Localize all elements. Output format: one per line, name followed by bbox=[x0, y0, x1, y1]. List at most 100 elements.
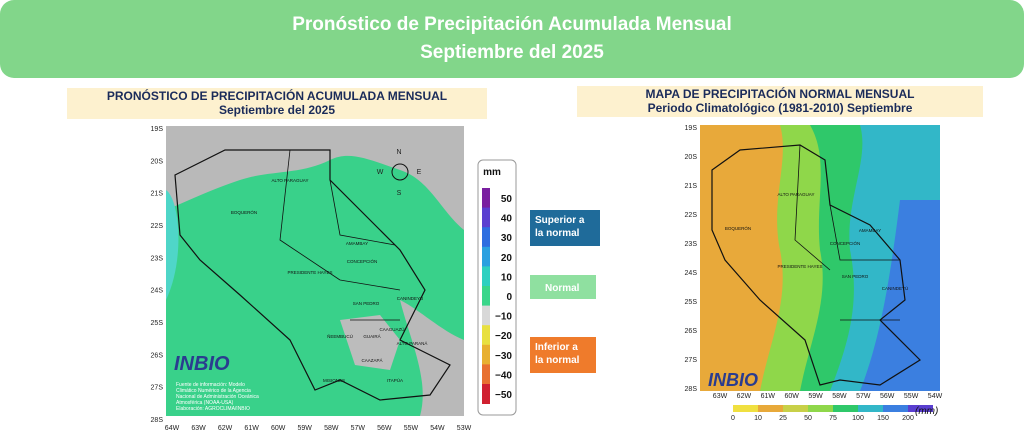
source-text: Atmosférica (NOAA-USA) bbox=[176, 400, 234, 406]
region-label: PRESIDENTE HAYES bbox=[778, 264, 823, 269]
legend-label: Normal bbox=[545, 283, 580, 294]
colorbar-swatch bbox=[758, 405, 783, 412]
legend-label: Superior a la normal bbox=[535, 215, 585, 239]
colorbar-swatch bbox=[482, 227, 490, 248]
source-text: Fuente de información: Modelo bbox=[176, 382, 245, 388]
lat-label: 24S bbox=[151, 288, 164, 295]
normal-map bbox=[700, 125, 940, 391]
header-bar bbox=[0, 0, 1024, 78]
lat-label: 24S bbox=[685, 270, 698, 277]
lon-label: 56W bbox=[377, 425, 392, 432]
colorbar-swatch bbox=[858, 405, 883, 412]
colorbar-label: 40 bbox=[501, 214, 513, 225]
colorbar-label: 50 bbox=[501, 194, 513, 205]
colorbar-swatch bbox=[482, 325, 490, 346]
logo: INBIO bbox=[708, 370, 758, 390]
colorbar-label: 200 bbox=[902, 415, 914, 422]
region-label: ALTO PARAGUAY bbox=[778, 192, 815, 197]
panel-title: PRONÓSTICO DE PRECIPITACIÓN ACUMULADA ME… bbox=[107, 88, 447, 103]
colorbar-swatch bbox=[833, 405, 858, 412]
compass-label: S bbox=[397, 190, 402, 197]
lon-label: 63W bbox=[191, 425, 206, 432]
lon-label: 62W bbox=[218, 425, 233, 432]
region-label: BOQUERÓN bbox=[725, 225, 751, 231]
forecast-map bbox=[166, 126, 464, 416]
lat-label: 23S bbox=[151, 255, 164, 262]
lon-label: 56W bbox=[880, 393, 895, 400]
panel-title-box bbox=[67, 88, 487, 119]
colorbar-label: 25 bbox=[779, 415, 787, 422]
region-label: CONCEPCIÓN bbox=[347, 258, 378, 264]
colorbar-label: 10 bbox=[754, 415, 762, 422]
colorbar-swatch bbox=[883, 405, 908, 412]
lon-label: 54W bbox=[430, 425, 445, 432]
region-label: CANINDEYÚ bbox=[397, 295, 424, 301]
lon-label: 60W bbox=[784, 393, 799, 400]
lat-label: 27S bbox=[151, 385, 164, 392]
colorbar-label: 20 bbox=[501, 253, 513, 264]
region-label: CAAGUAZÚ bbox=[379, 326, 404, 332]
panel-title-box bbox=[577, 86, 983, 117]
lat-label: 23S bbox=[685, 241, 698, 248]
colorbar-label: 10 bbox=[501, 272, 513, 283]
colorbar-swatch bbox=[482, 207, 490, 228]
source-text: Climático Numérico de la Agencia bbox=[176, 388, 251, 394]
colorbar-label: 0 bbox=[506, 292, 512, 303]
colorbar-label: −30 bbox=[495, 351, 512, 362]
lon-label: 59W bbox=[808, 393, 823, 400]
colorbar-swatch bbox=[482, 305, 490, 326]
lat-label: 19S bbox=[151, 126, 164, 133]
lat-label: 21S bbox=[685, 183, 698, 190]
compass-label: W bbox=[377, 169, 384, 176]
region-label: ITAPÚA bbox=[387, 377, 403, 383]
colorbar-unit: (mm) bbox=[915, 406, 938, 417]
colorbar-swatch bbox=[783, 405, 808, 412]
region-label: CAAZAPÁ bbox=[361, 357, 382, 363]
colorbar-swatch bbox=[482, 364, 490, 385]
legend-label: Inferior a la normal bbox=[535, 342, 580, 366]
lon-label: 59W bbox=[298, 425, 313, 432]
colorbar-label: −10 bbox=[495, 312, 512, 323]
lat-label: 26S bbox=[685, 328, 698, 335]
colorbar-swatch bbox=[482, 246, 490, 267]
colorbar-label: 75 bbox=[829, 415, 837, 422]
lon-label: 57W bbox=[856, 393, 871, 400]
region-label: ALTO PARAGUAY bbox=[272, 178, 309, 183]
colorbar-swatch bbox=[482, 266, 490, 287]
colorbar-swatch bbox=[808, 405, 833, 412]
lat-label: 20S bbox=[151, 158, 164, 165]
legend-box bbox=[530, 210, 600, 246]
panel-subtitle: Periodo Climatológico (1981-2010) Septie… bbox=[648, 101, 913, 115]
colorbar-unit: mm bbox=[483, 167, 501, 178]
region-label: ALTO PARANÁ bbox=[397, 340, 428, 346]
source-text: Nacional de Administración Oceánica bbox=[176, 394, 259, 400]
colorbar-swatch bbox=[482, 384, 490, 404]
lat-label: 22S bbox=[151, 223, 164, 230]
lon-label: 61W bbox=[244, 425, 259, 432]
colorbar-swatch bbox=[482, 286, 490, 306]
lat-label: 26S bbox=[151, 352, 164, 359]
lon-label: 58W bbox=[324, 425, 339, 432]
region-label: BOQUERÓN bbox=[231, 209, 257, 215]
colorbar-label: 100 bbox=[852, 415, 864, 422]
lon-label: 64W bbox=[165, 425, 180, 432]
colorbar-label: −40 bbox=[495, 370, 512, 381]
lon-label: 53W bbox=[457, 425, 472, 432]
region-label: MISIONES bbox=[323, 378, 345, 383]
colorbar-label: 150 bbox=[877, 415, 889, 422]
lat-label: 27S bbox=[685, 357, 698, 364]
header-subtitle: Septiembre del 2025 bbox=[420, 42, 604, 63]
panel-title: MAPA DE PRECIPITACIÓN NORMAL MENSUAL bbox=[646, 86, 915, 101]
lon-label: 55W bbox=[904, 393, 919, 400]
lat-label: 25S bbox=[685, 299, 698, 306]
lon-label: 63W bbox=[713, 393, 728, 400]
region-label: GUAIRÁ bbox=[363, 333, 380, 339]
lat-label: 25S bbox=[151, 320, 164, 327]
lat-label: 19S bbox=[685, 125, 698, 132]
compass-label: N bbox=[396, 149, 401, 156]
colorbar-label: 0 bbox=[731, 415, 735, 422]
lon-label: 61W bbox=[761, 393, 776, 400]
colorbar-label: −20 bbox=[495, 331, 512, 342]
lat-label: 22S bbox=[685, 212, 698, 219]
